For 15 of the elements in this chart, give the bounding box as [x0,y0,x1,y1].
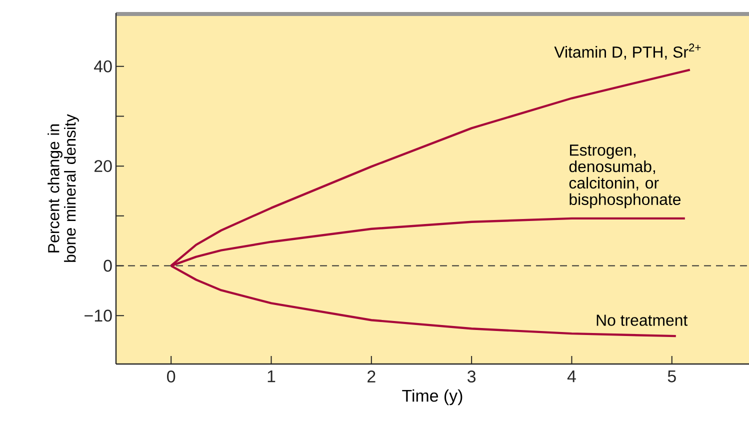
annotation: Estrogen, denosumab, calcitonin, or bisphosphonate [569,144,681,208]
x-tick-label: 0 [167,370,176,383]
annotation: Vitamin D, PTH, Sr$^{2+}$ [554,44,701,60]
y-tick-label: −10 [84,310,112,322]
y-tick-label: 20 [94,160,112,172]
x-axis-title: Time (y) [402,389,462,406]
x-tick-label: 1 [268,370,276,382]
x-tick-label: 5 [668,370,676,382]
x-tick-label: 4 [567,370,576,382]
x-tick-label: 2 [368,370,376,382]
x-tick-label: 3 [468,370,476,383]
annotation: No treatment [596,314,688,326]
y-tick-label: 0 [104,260,112,272]
y-axis-title: Percent change in bone mineral density [48,114,79,262]
y-tick-label: 40 [94,60,112,72]
